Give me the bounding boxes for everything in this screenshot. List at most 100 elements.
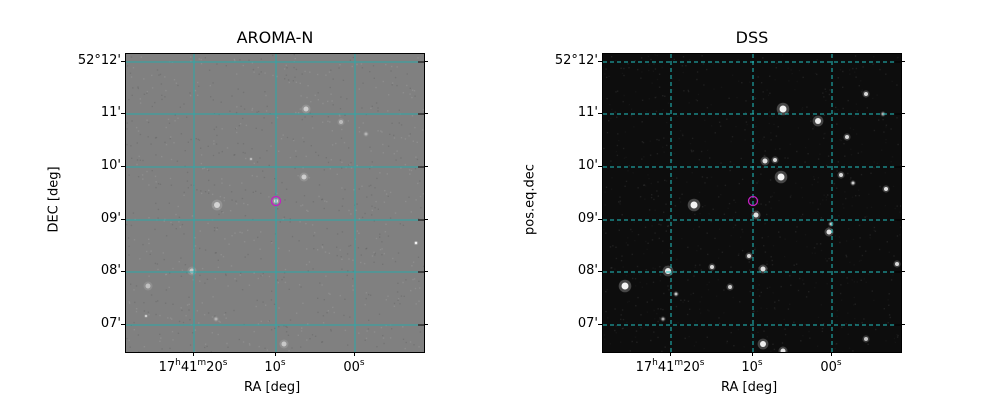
star-glow <box>213 316 219 322</box>
ytick-label: 07' <box>577 316 598 331</box>
dss-title: DSS <box>735 28 769 47</box>
ytick-mark-right <box>901 61 905 62</box>
ytick-mark-left <box>598 219 602 220</box>
aroma-grid <box>126 54 424 352</box>
aroma-xlabel: RA [deg] <box>244 380 301 395</box>
star <box>665 268 671 274</box>
star <box>250 158 252 160</box>
ytick-label: 08' <box>100 263 121 278</box>
ytick-label: 11' <box>100 105 121 120</box>
star <box>760 341 766 347</box>
xtick-mark <box>670 352 671 356</box>
star-glow <box>337 118 345 126</box>
xtick-label: 10s <box>741 358 763 375</box>
star <box>777 173 785 181</box>
dss-sky-image <box>603 54 901 352</box>
ytick-mark-left <box>121 271 125 272</box>
aroma-stars <box>143 104 419 349</box>
ytick-label: 08' <box>577 263 598 278</box>
ytick-mark-right <box>901 166 905 167</box>
dss-image <box>602 53 902 353</box>
star <box>339 120 343 124</box>
ytick-mark-left <box>121 166 125 167</box>
star <box>851 181 855 185</box>
star <box>780 348 786 352</box>
star <box>710 265 714 269</box>
aroma-title: AROMA-N <box>236 28 314 47</box>
aroma-sky-image <box>126 54 424 352</box>
ytick-mark-left <box>598 271 602 272</box>
star <box>762 158 768 164</box>
xtick-mark <box>193 352 194 356</box>
star <box>621 282 629 290</box>
ytick-mark-right <box>424 271 428 272</box>
star <box>895 262 899 266</box>
aroma-panel: AROMA-N 52°12' 11' 10' 09' 08' 07' 17h41m20s 1… <box>47 28 428 395</box>
star <box>145 315 147 317</box>
aroma-background <box>126 54 424 352</box>
star <box>779 105 787 113</box>
star <box>661 317 665 321</box>
dss-stars <box>618 90 901 352</box>
ytick-mark-left <box>121 113 125 114</box>
ytick-label: 52°12' <box>554 53 598 68</box>
target-marker <box>747 195 759 207</box>
xtick-mark <box>354 352 355 356</box>
ytick-label: 11' <box>577 105 598 120</box>
aroma-image <box>125 53 425 353</box>
star <box>214 317 218 321</box>
ytick-mark-right <box>424 61 428 62</box>
ytick-mark-right <box>901 219 905 220</box>
ytick-label: 09' <box>577 211 598 226</box>
ytick-mark-left <box>121 324 125 325</box>
dss-xlabel: RA [deg] <box>721 380 778 395</box>
dss-noise <box>603 54 901 352</box>
star <box>281 341 287 347</box>
star <box>815 118 821 124</box>
ytick-mark-right <box>424 113 428 114</box>
xtick-label: 10s <box>264 358 286 375</box>
target-marker <box>270 195 282 207</box>
star <box>839 173 843 177</box>
ytick-mark-right <box>424 324 428 325</box>
star <box>753 212 759 218</box>
ytick-mark-right <box>901 324 905 325</box>
ytick-label: 10' <box>577 158 598 173</box>
ytick-label: 10' <box>100 158 121 173</box>
xtick-label: 17h41m20s <box>635 358 705 375</box>
star-glow <box>143 281 153 291</box>
star <box>414 241 418 245</box>
xtick-label: 00s <box>343 358 365 375</box>
xtick-label: 00s <box>820 358 842 375</box>
ytick-mark-right <box>424 166 428 167</box>
star <box>214 202 220 208</box>
ytick-mark-left <box>598 324 602 325</box>
star <box>864 92 868 96</box>
star <box>826 229 832 235</box>
ytick-mark-left <box>598 166 602 167</box>
star <box>728 285 732 289</box>
ytick-mark-left <box>598 113 602 114</box>
xtick-mark <box>275 352 276 356</box>
dss-ylabel: pos.eq.dec <box>522 164 538 235</box>
xtick-label: 17h41m20s <box>158 358 228 375</box>
star <box>303 106 309 112</box>
star-glow <box>363 131 369 137</box>
star <box>690 201 698 209</box>
aroma-ylabel: DEC [deg] <box>46 166 62 233</box>
star <box>760 266 766 272</box>
ytick-mark-left <box>598 61 602 62</box>
dss-panel: DSS 52°12' 11' 10' 09' 08' 07' 17h41m20s 10s 00… <box>523 28 905 395</box>
ytick-mark-right <box>424 219 428 220</box>
star <box>145 283 151 289</box>
star <box>674 292 678 296</box>
xtick-mark <box>752 352 753 356</box>
ytick-label: 07' <box>100 316 121 331</box>
star <box>364 132 368 136</box>
dss-grid <box>603 54 901 352</box>
dss-background <box>603 54 901 352</box>
star <box>884 187 888 191</box>
star <box>301 174 307 180</box>
star <box>747 254 751 258</box>
